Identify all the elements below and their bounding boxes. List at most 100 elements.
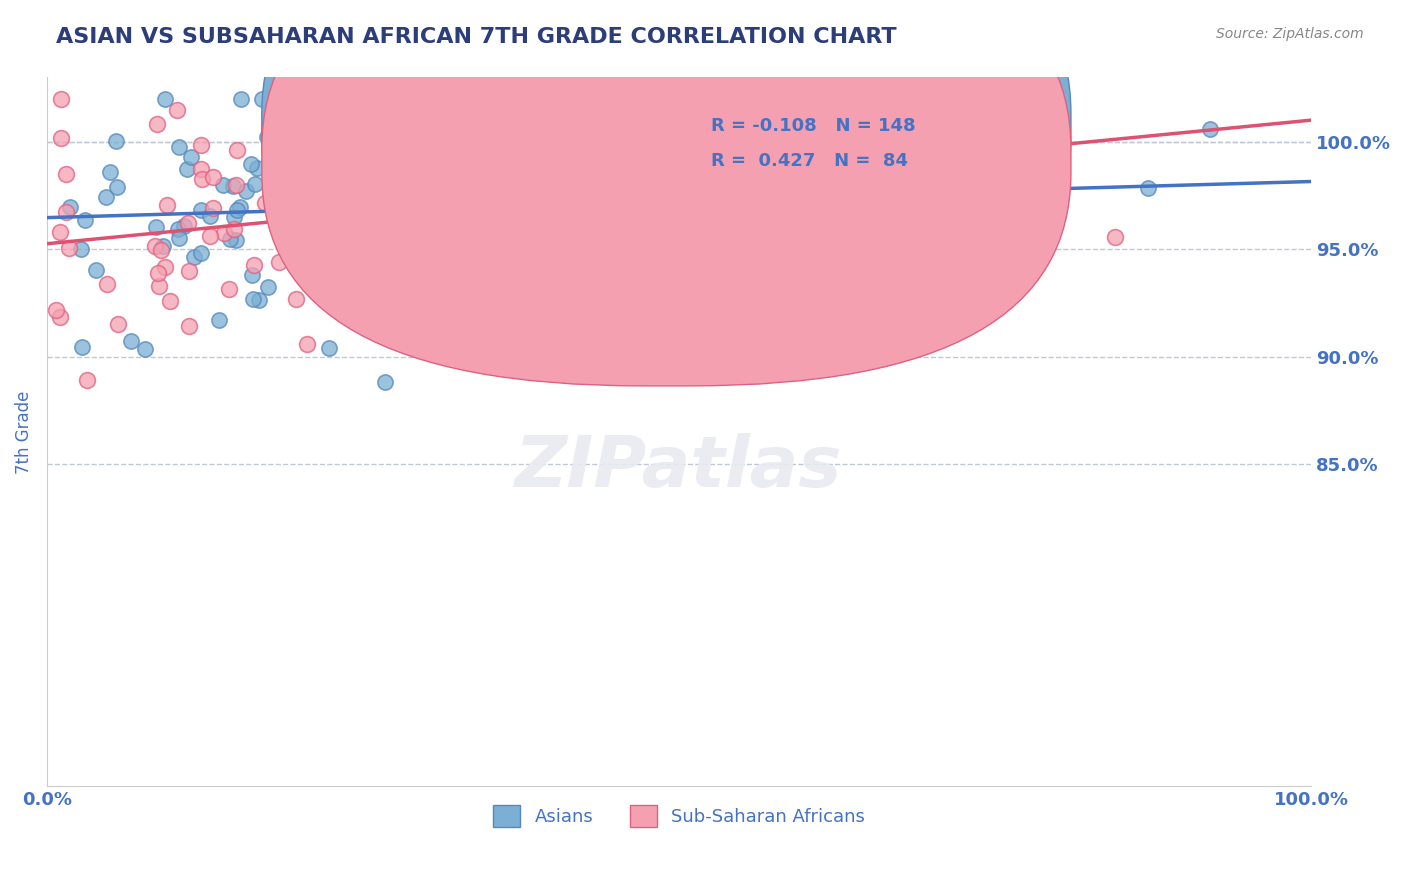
- Point: [295, 166, 318, 180]
- Point: [287, 240, 309, 254]
- Point: [100, 165, 122, 179]
- Point: [55, 204, 77, 219]
- Point: [226, 202, 249, 217]
- Point: [218, 282, 240, 296]
- Point: [49, 130, 72, 145]
- Point: [607, 308, 630, 322]
- Point: [599, 114, 621, 128]
- Point: [322, 296, 344, 310]
- Point: [717, 136, 740, 150]
- Point: [495, 188, 517, 202]
- Point: [134, 342, 156, 356]
- Point: [988, 230, 1011, 244]
- Point: [499, 303, 522, 318]
- Point: [242, 259, 264, 273]
- Point: [468, 236, 491, 251]
- Point: [304, 186, 326, 200]
- Point: [432, 246, 454, 260]
- Point: [330, 163, 353, 178]
- Text: R = -0.108   N = 148: R = -0.108 N = 148: [710, 117, 915, 135]
- Point: [257, 280, 280, 294]
- Point: [70, 340, 93, 354]
- Point: [225, 233, 247, 247]
- Point: [224, 222, 246, 236]
- Point: [336, 142, 359, 156]
- Point: [382, 219, 405, 233]
- Point: [453, 92, 475, 106]
- Point: [375, 285, 398, 299]
- Point: [551, 162, 574, 177]
- Point: [202, 170, 225, 185]
- Point: [401, 219, 423, 233]
- Point: [183, 250, 205, 264]
- Text: R =  0.427   N =  84: R = 0.427 N = 84: [710, 153, 908, 170]
- Point: [225, 178, 247, 193]
- Point: [627, 194, 650, 209]
- Point: [321, 210, 343, 224]
- Point: [461, 211, 484, 225]
- Point: [454, 116, 477, 130]
- Point: [361, 312, 384, 326]
- Point: [190, 246, 212, 260]
- Point: [665, 159, 688, 173]
- Point: [166, 221, 188, 235]
- Point: [522, 262, 544, 277]
- Point: [595, 144, 617, 158]
- Point: [941, 162, 963, 177]
- Point: [837, 192, 859, 206]
- Point: [565, 168, 588, 182]
- Point: [179, 318, 201, 333]
- Point: [534, 196, 557, 211]
- Point: [972, 266, 994, 280]
- Point: [294, 158, 316, 172]
- Point: [45, 302, 67, 317]
- Point: [359, 192, 381, 206]
- Point: [755, 92, 778, 106]
- Point: [96, 277, 118, 292]
- Point: [301, 146, 323, 161]
- Point: [530, 241, 553, 255]
- Point: [866, 203, 889, 218]
- Y-axis label: 7th Grade: 7th Grade: [15, 391, 32, 474]
- Text: Source: ZipAtlas.com: Source: ZipAtlas.com: [1216, 27, 1364, 41]
- Point: [793, 139, 815, 153]
- Point: [239, 157, 262, 171]
- Point: [517, 135, 540, 149]
- Point: [703, 221, 725, 235]
- Point: [494, 169, 516, 183]
- Point: [371, 129, 394, 144]
- Point: [166, 103, 188, 117]
- Point: [336, 92, 359, 106]
- Point: [344, 236, 367, 251]
- Point: [562, 206, 585, 220]
- Point: [409, 189, 432, 203]
- Point: [416, 217, 439, 231]
- Point: [49, 92, 72, 106]
- Point: [735, 200, 758, 214]
- Point: [728, 178, 751, 192]
- Point: [562, 260, 585, 275]
- Point: [319, 186, 342, 201]
- Point: [290, 134, 312, 148]
- Text: ZIPatlas: ZIPatlas: [516, 433, 842, 502]
- Point: [337, 201, 360, 215]
- Point: [910, 278, 932, 293]
- Point: [468, 255, 491, 269]
- Point: [177, 264, 200, 278]
- Point: [342, 183, 364, 197]
- Point: [440, 200, 463, 214]
- Point: [256, 130, 278, 145]
- Point: [592, 127, 614, 141]
- Point: [756, 92, 779, 106]
- Point: [247, 293, 270, 308]
- Point: [107, 317, 129, 331]
- Point: [380, 267, 402, 281]
- Point: [202, 201, 225, 215]
- Point: [104, 134, 127, 148]
- Point: [605, 194, 627, 209]
- Point: [277, 182, 299, 196]
- Point: [349, 205, 371, 219]
- Point: [810, 104, 832, 119]
- Point: [246, 161, 269, 175]
- Point: [177, 215, 200, 229]
